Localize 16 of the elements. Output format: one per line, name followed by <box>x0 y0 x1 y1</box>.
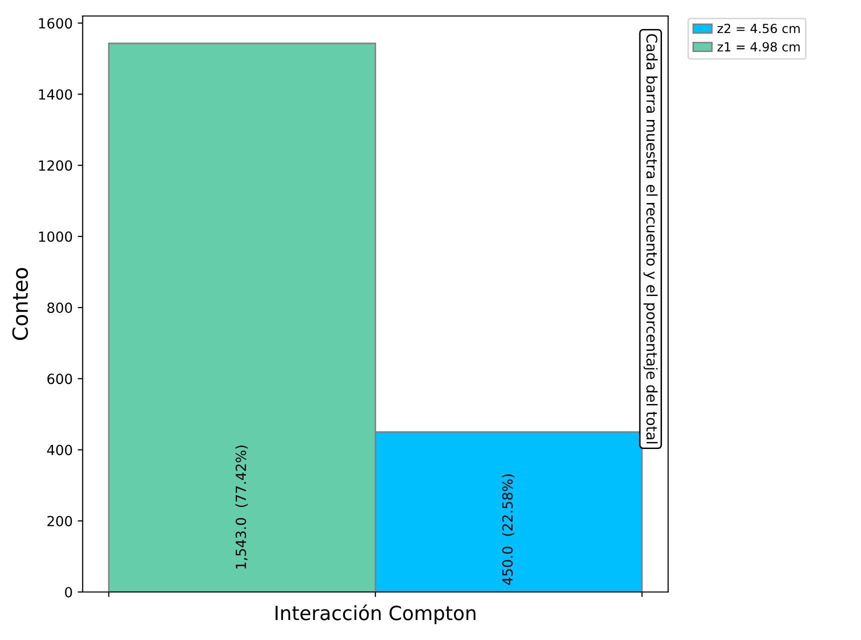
y-tick-label: 400 <box>47 444 72 456</box>
y-tick-label: 1400 <box>39 89 72 100</box>
y-tick-label: 800 <box>47 302 72 314</box>
annotation: Cada barra muestra el recuento y el porcentaje del total <box>644 34 658 444</box>
y-tick-label: 0 <box>65 586 72 598</box>
data-label: 1,543.0 (77.42%) <box>235 446 248 569</box>
y-tick-label: 1600 <box>39 18 72 29</box>
y-tick-label: 1200 <box>39 160 72 171</box>
data-label: 450.0 (22.58%) <box>502 474 514 585</box>
x-axis-title: Interacción Compton <box>276 604 476 624</box>
y-tick-label: 600 <box>47 374 72 384</box>
legend-label: z2 = 4.56 cm <box>717 24 800 34</box>
y-axis-title: Conteo <box>12 268 28 340</box>
y-tick-label: 200 <box>47 516 72 526</box>
legend-label: z1 = 4.98 cm <box>717 42 800 52</box>
y-tick-label: 1000 <box>39 231 72 242</box>
